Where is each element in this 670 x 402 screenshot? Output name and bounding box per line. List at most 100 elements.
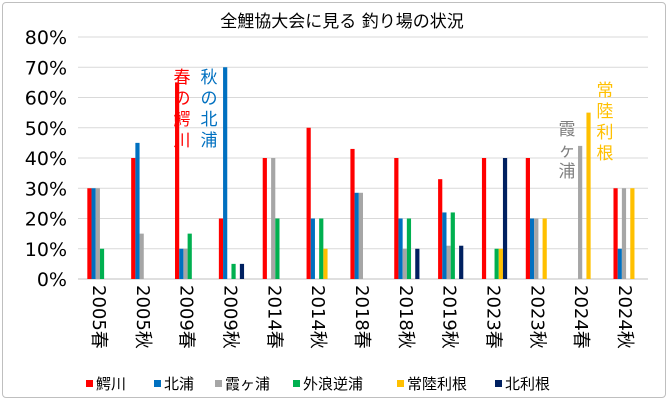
- x-tick-label: 2009春: [176, 285, 197, 349]
- annotation-char: 浦: [559, 162, 576, 182]
- bar: [398, 218, 403, 279]
- x-tick-label: 2024春: [570, 285, 591, 349]
- x-tick-label: 2009秋: [219, 285, 240, 349]
- annotation-char: の: [174, 89, 191, 109]
- bar: [91, 188, 96, 279]
- legend-swatch: [215, 380, 222, 387]
- bar: [95, 188, 100, 279]
- legend-swatch: [86, 380, 93, 387]
- y-tick-label: 20%: [25, 209, 67, 231]
- legend-label: 北利根: [505, 375, 550, 393]
- bar: [239, 263, 245, 279]
- chart-title: 全鯉協大会に見る 釣り場の状況: [220, 12, 463, 32]
- bar: [175, 82, 180, 279]
- x-tick-label: 2018春: [351, 285, 372, 349]
- bar: [275, 218, 280, 279]
- annotation-char: 鰐: [174, 110, 191, 130]
- bar: [586, 112, 591, 279]
- bars: [87, 67, 635, 279]
- x-tick-label: 2023秋: [526, 285, 547, 349]
- x-tick-label: 2014秋: [307, 285, 328, 349]
- x-tick-label: 2018秋: [395, 285, 416, 349]
- annotation-char: 浦: [201, 131, 218, 151]
- bar: [131, 158, 136, 279]
- gridlines: [78, 36, 648, 280]
- bar: [323, 248, 328, 279]
- legend-label: 常陸利根: [407, 375, 467, 393]
- bar: [525, 158, 530, 279]
- bar: [350, 148, 355, 279]
- legend-swatch: [293, 380, 300, 387]
- legend-label: 北浦: [164, 375, 194, 393]
- bar: [442, 212, 447, 279]
- bar: [498, 248, 503, 279]
- y-tick-label: 40%: [25, 148, 67, 170]
- legend-swatch: [495, 380, 502, 387]
- bar: [415, 248, 420, 279]
- x-tick-label: 2005春: [88, 285, 109, 349]
- x-tick-label: 2005秋: [132, 285, 153, 349]
- bar: [231, 263, 236, 279]
- legend-swatch: [154, 380, 161, 387]
- legend-label: 鰐川: [96, 375, 126, 393]
- annotation-char: 川: [174, 131, 191, 151]
- annotation-char: 根: [597, 144, 614, 164]
- annotation-char: 秋: [201, 68, 218, 88]
- annotation-char: ヶ: [559, 141, 576, 161]
- legend-label: 外浪逆浦: [303, 375, 363, 393]
- annotation-char: 陸: [597, 102, 614, 122]
- bar: [306, 127, 311, 279]
- bar: [183, 248, 188, 279]
- bar: [87, 188, 92, 279]
- bar: [450, 212, 455, 279]
- bar: [630, 188, 635, 279]
- bar: [494, 248, 499, 279]
- y-tick-label: 10%: [25, 239, 67, 261]
- bar: [534, 218, 539, 279]
- chart-frame: [2, 2, 666, 398]
- annotation-char: の: [201, 89, 218, 109]
- y-tick-label: 70%: [25, 57, 67, 79]
- bar: [446, 245, 451, 279]
- bar: [354, 192, 359, 279]
- y-tick-label: 50%: [25, 118, 67, 140]
- bar: [223, 67, 228, 279]
- annotation-char: 北: [201, 110, 218, 130]
- bar: [459, 245, 464, 279]
- bar: [481, 158, 487, 279]
- legend-label: 霞ヶ浦: [225, 375, 270, 393]
- x-tick-labels: 2005春 2005秋 2009春 2009秋 2014春 2014秋 2018春 2018秋…: [88, 285, 635, 349]
- bar: [402, 248, 407, 279]
- bar: [578, 145, 583, 279]
- bar: [135, 142, 140, 279]
- bar: [310, 218, 315, 279]
- y-tick-label: 80%: [25, 27, 67, 49]
- legend: 鰐川 北浦 霞ヶ浦 外浪逆浦 常陸利根 北利根: [86, 375, 550, 393]
- annotation-char: 常: [597, 81, 614, 101]
- bar: [99, 248, 105, 279]
- x-tick-label: 2014春: [263, 285, 284, 349]
- x-tick-label: 2019秋: [439, 285, 460, 349]
- x-tick-label: 2024秋: [614, 285, 635, 349]
- annotation-char: 春: [174, 68, 191, 88]
- bar: [218, 218, 224, 279]
- y-tick-labels: 0% 10% 20% 30% 40% 50% 60% 70% 80%: [25, 27, 67, 291]
- bar: [542, 218, 547, 279]
- bar: [187, 233, 192, 279]
- bar: [502, 158, 508, 279]
- bar: [621, 188, 627, 279]
- bar: [406, 218, 412, 279]
- bar: [613, 188, 618, 279]
- y-tick-label: 0%: [37, 269, 67, 291]
- bar: [319, 218, 324, 279]
- bar: [262, 158, 267, 279]
- bar: [438, 179, 443, 279]
- annotation-char: 利: [597, 123, 614, 143]
- bar: [617, 248, 622, 279]
- legend-swatch: [397, 380, 404, 387]
- bar: [139, 233, 144, 279]
- annotation-char: 霞: [559, 120, 576, 140]
- bar: [529, 218, 535, 279]
